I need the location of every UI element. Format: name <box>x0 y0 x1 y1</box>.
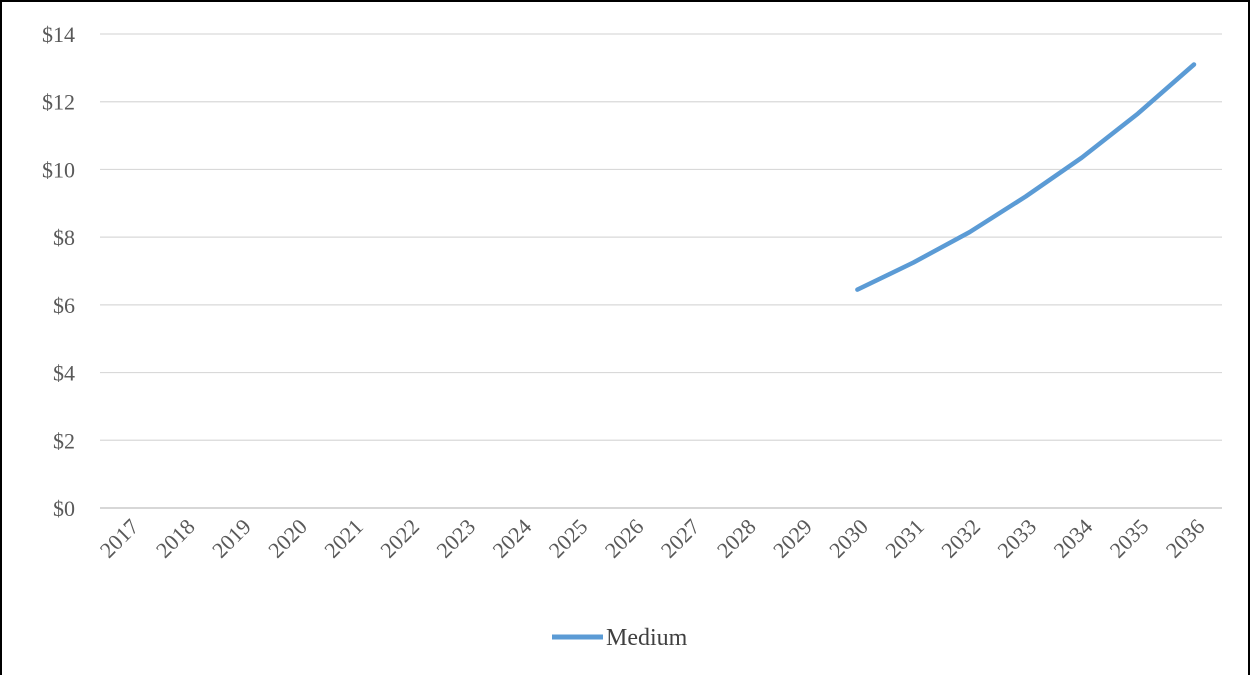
x-tick-label: 2029 <box>768 514 817 563</box>
y-axis: $0 $2 $4 $6 $8 $10 $12 $14 <box>42 22 75 521</box>
x-tick-label: 2027 <box>656 514 705 563</box>
x-tick-label: 2030 <box>824 514 873 563</box>
y-tick-label: $14 <box>42 22 75 47</box>
x-axis: 2017 2018 2019 2020 2021 2022 2023 2024 2025 2026… <box>95 514 1210 563</box>
x-tick-label: 2022 <box>375 514 424 563</box>
x-tick-label: 2024 <box>487 514 536 563</box>
x-tick-label: 2025 <box>544 514 593 563</box>
x-tick-label: 2034 <box>1048 514 1097 563</box>
x-tick-label: 2023 <box>431 514 480 563</box>
x-tick-label: 2028 <box>712 514 761 563</box>
y-tick-label: $4 <box>53 361 75 386</box>
x-tick-label: 2033 <box>992 514 1041 563</box>
x-tick-label: 2018 <box>151 514 200 563</box>
legend-label-medium: Medium <box>606 625 688 651</box>
x-tick-label: 2031 <box>880 514 929 563</box>
y-tick-label: $8 <box>53 225 75 250</box>
x-tick-label: 2032 <box>936 514 985 563</box>
x-tick-label: 2036 <box>1161 514 1210 563</box>
x-tick-label: 2021 <box>319 514 368 563</box>
y-tick-label: $10 <box>42 157 75 182</box>
legend: Medium <box>552 625 688 651</box>
y-tick-label: $2 <box>53 428 75 453</box>
y-tick-label: $6 <box>53 293 75 318</box>
x-tick-label: 2026 <box>600 514 649 563</box>
series-layer <box>855 62 1197 292</box>
x-tick-label: 2035 <box>1105 514 1154 563</box>
x-tick-label: 2019 <box>207 514 256 563</box>
y-tick-label: $12 <box>42 90 75 115</box>
series-line-medium <box>855 62 1197 292</box>
x-tick-label: 2017 <box>95 514 144 563</box>
x-tick-label: 2020 <box>263 514 312 563</box>
grid-layer <box>100 33 1222 509</box>
y-tick-label: $0 <box>53 496 75 521</box>
